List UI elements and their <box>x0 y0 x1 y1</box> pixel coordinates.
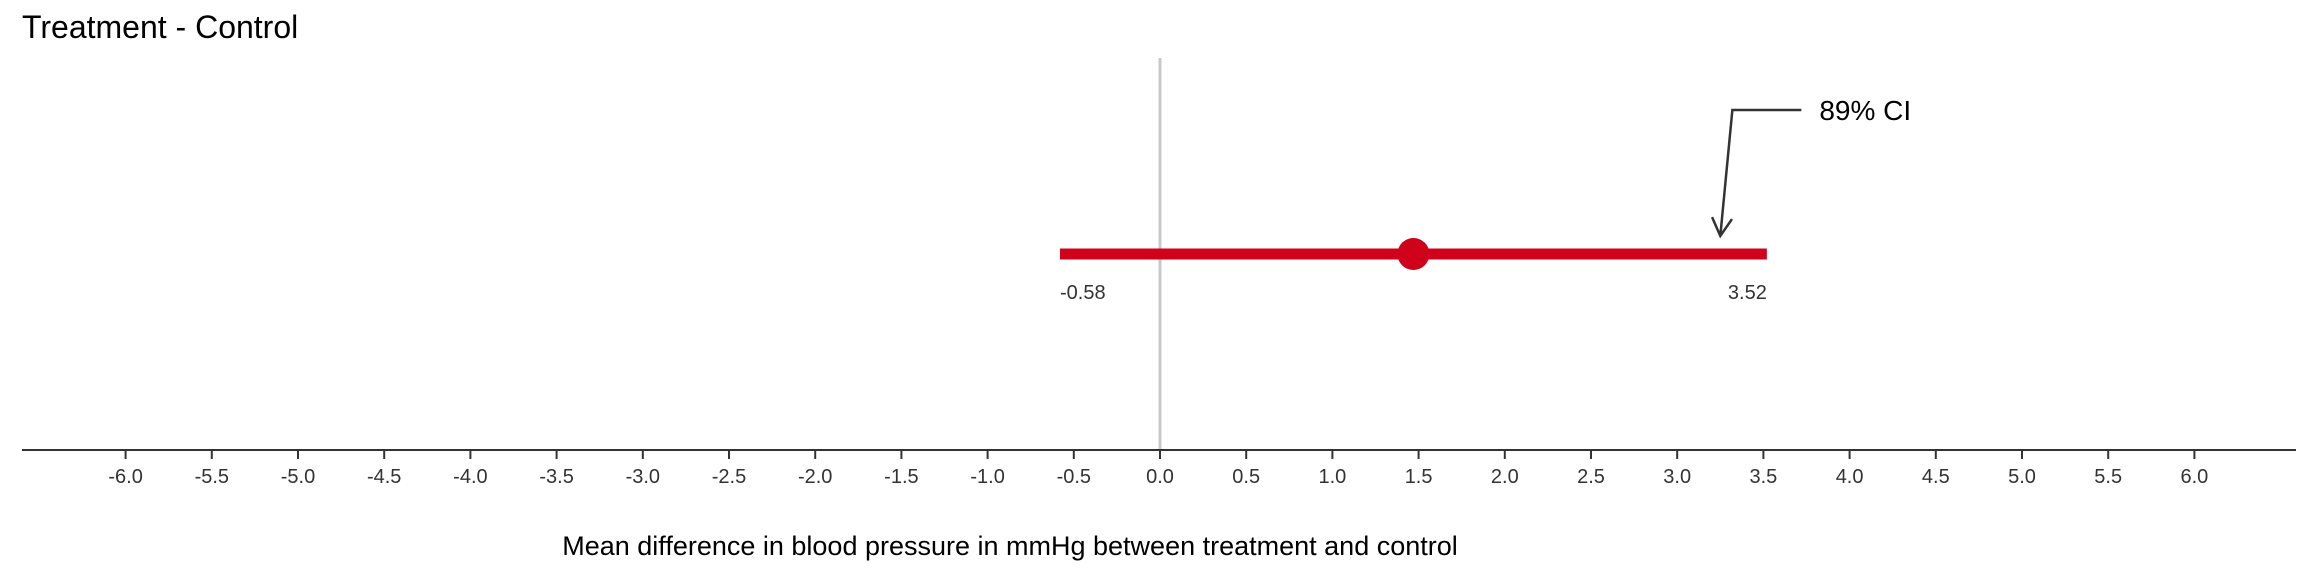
point-estimate <box>1397 238 1430 270</box>
x-tick-label: 4.0 <box>1836 466 1864 488</box>
x-tick-label: 2.0 <box>1491 466 1519 488</box>
x-tick-label: -0.5 <box>1057 466 1091 488</box>
x-tick-label: -4.0 <box>453 466 487 488</box>
annotation-arrow-head <box>1710 216 1734 239</box>
x-tick-label: 1.5 <box>1405 466 1433 488</box>
x-tick-label: 1.0 <box>1318 466 1346 488</box>
x-tick-label: 0.0 <box>1146 466 1174 488</box>
x-axis-label: Mean difference in blood pressure in mmH… <box>562 531 1458 561</box>
x-tick-label: 5.0 <box>2008 466 2036 488</box>
x-tick-label: -3.5 <box>539 466 573 488</box>
x-tick-label: 3.5 <box>1749 466 1777 488</box>
x-tick-label: -5.5 <box>195 466 229 488</box>
interval-layer: -0.58 3.52 <box>1060 238 1767 304</box>
annotation-arrow-line <box>1719 108 1802 237</box>
x-tick-label: 5.5 <box>2094 466 2122 488</box>
x-tick-label: -5.0 <box>281 466 315 488</box>
ci-upper-label: 3.52 <box>1728 282 1767 304</box>
x-tick-label: -2.5 <box>712 466 746 488</box>
x-tick-label: 0.5 <box>1232 466 1260 488</box>
x-axis-ticks: -6.0 -5.5 -5.0 -4.5 -4.0 -3.5 -3.0 -2.5 -2.0 -1.5… <box>108 450 2208 488</box>
x-tick-label: 4.5 <box>1922 466 1950 488</box>
x-tick-label: 6.0 <box>2180 466 2208 488</box>
x-tick-label: 3.0 <box>1663 466 1691 488</box>
annotation-label: 89% CI <box>1819 95 1911 126</box>
annotation-layer: 89% CI <box>1710 95 1911 239</box>
x-tick-label: -3.0 <box>626 466 660 488</box>
x-tick-label: -2.0 <box>798 466 832 488</box>
x-tick-label: 2.5 <box>1577 466 1605 488</box>
x-tick-label: -6.0 <box>108 466 142 488</box>
x-tick-label: -1.0 <box>970 466 1004 488</box>
x-tick-label: -1.5 <box>884 466 918 488</box>
chart-title: Treatment - Control <box>22 9 298 45</box>
ci-lower-label: -0.58 <box>1060 282 1106 304</box>
x-tick-label: -4.5 <box>367 466 401 488</box>
